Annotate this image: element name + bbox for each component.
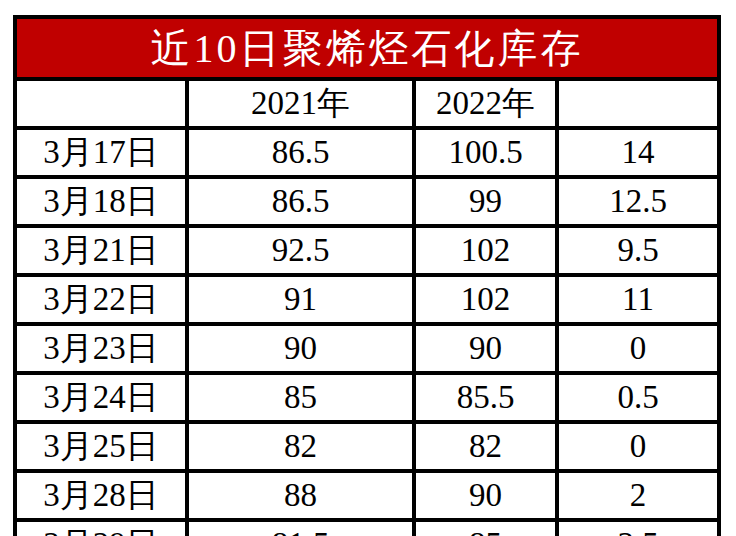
date-cell: 3月22日 — [15, 275, 187, 324]
header-cell-date — [15, 79, 187, 128]
value-2021-cell: 82 — [187, 422, 414, 471]
table-row: 3月25日82820 — [15, 422, 719, 471]
diff-cell: 0 — [557, 324, 719, 373]
table-row: 3月23日90900 — [15, 324, 719, 373]
value-2021-cell: 88 — [187, 471, 414, 520]
date-cell: 3月17日 — [15, 128, 187, 177]
date-cell: 3月18日 — [15, 177, 187, 226]
value-2021-cell: 91 — [187, 275, 414, 324]
table-row: 3月17日86.5100.514 — [15, 128, 719, 177]
table-row: 3月24日8585.50.5 — [15, 373, 719, 422]
value-2022-cell: 102 — [414, 275, 557, 324]
inventory-table: 近10日聚烯烃石化库存 2021年 2022年 3月17日86.5100.514… — [13, 15, 721, 536]
value-2022-cell: 85 — [414, 520, 557, 536]
value-2021-cell: 86.5 — [187, 128, 414, 177]
date-cell: 3月25日 — [15, 422, 187, 471]
value-2021-cell: 90 — [187, 324, 414, 373]
table-row: 3月21日92.51029.5 — [15, 226, 719, 275]
date-cell: 3月29日 — [15, 520, 187, 536]
table-row: 3月22日9110211 — [15, 275, 719, 324]
value-2022-cell: 82 — [414, 422, 557, 471]
date-cell: 3月23日 — [15, 324, 187, 373]
diff-cell: 12.5 — [557, 177, 719, 226]
value-2022-cell: 100.5 — [414, 128, 557, 177]
table-row: 3月28日88902 — [15, 471, 719, 520]
column-header-row: 2021年 2022年 — [15, 79, 719, 128]
value-2022-cell: 99 — [414, 177, 557, 226]
value-2021-cell: 92.5 — [187, 226, 414, 275]
diff-cell: 14 — [557, 128, 719, 177]
date-cell: 3月24日 — [15, 373, 187, 422]
table-row: 3月18日86.59912.5 — [15, 177, 719, 226]
value-2022-cell: 90 — [414, 324, 557, 373]
value-2022-cell: 85.5 — [414, 373, 557, 422]
value-2022-cell: 102 — [414, 226, 557, 275]
diff-cell: 9.5 — [557, 226, 719, 275]
page-canvas: 近10日聚烯烃石化库存 2021年 2022年 3月17日86.5100.514… — [0, 0, 736, 536]
date-cell: 3月28日 — [15, 471, 187, 520]
diff-cell: 3.5 — [557, 520, 719, 536]
table-head: 近10日聚烯烃石化库存 2021年 2022年 — [15, 17, 719, 128]
value-2021-cell: 85 — [187, 373, 414, 422]
header-cell-2022: 2022年 — [414, 79, 557, 128]
value-2021-cell: 81.5 — [187, 520, 414, 536]
diff-cell: 0 — [557, 422, 719, 471]
title-row: 近10日聚烯烃石化库存 — [15, 17, 719, 79]
value-2021-cell: 86.5 — [187, 177, 414, 226]
table-body: 3月17日86.5100.5143月18日86.59912.53月21日92.5… — [15, 128, 719, 536]
diff-cell: 0.5 — [557, 373, 719, 422]
value-2022-cell: 90 — [414, 471, 557, 520]
table-title: 近10日聚烯烃石化库存 — [15, 17, 719, 79]
diff-cell: 11 — [557, 275, 719, 324]
date-cell: 3月21日 — [15, 226, 187, 275]
header-cell-diff — [557, 79, 719, 128]
header-cell-2021: 2021年 — [187, 79, 414, 128]
table-row: 3月29日81.5853.5 — [15, 520, 719, 536]
diff-cell: 2 — [557, 471, 719, 520]
